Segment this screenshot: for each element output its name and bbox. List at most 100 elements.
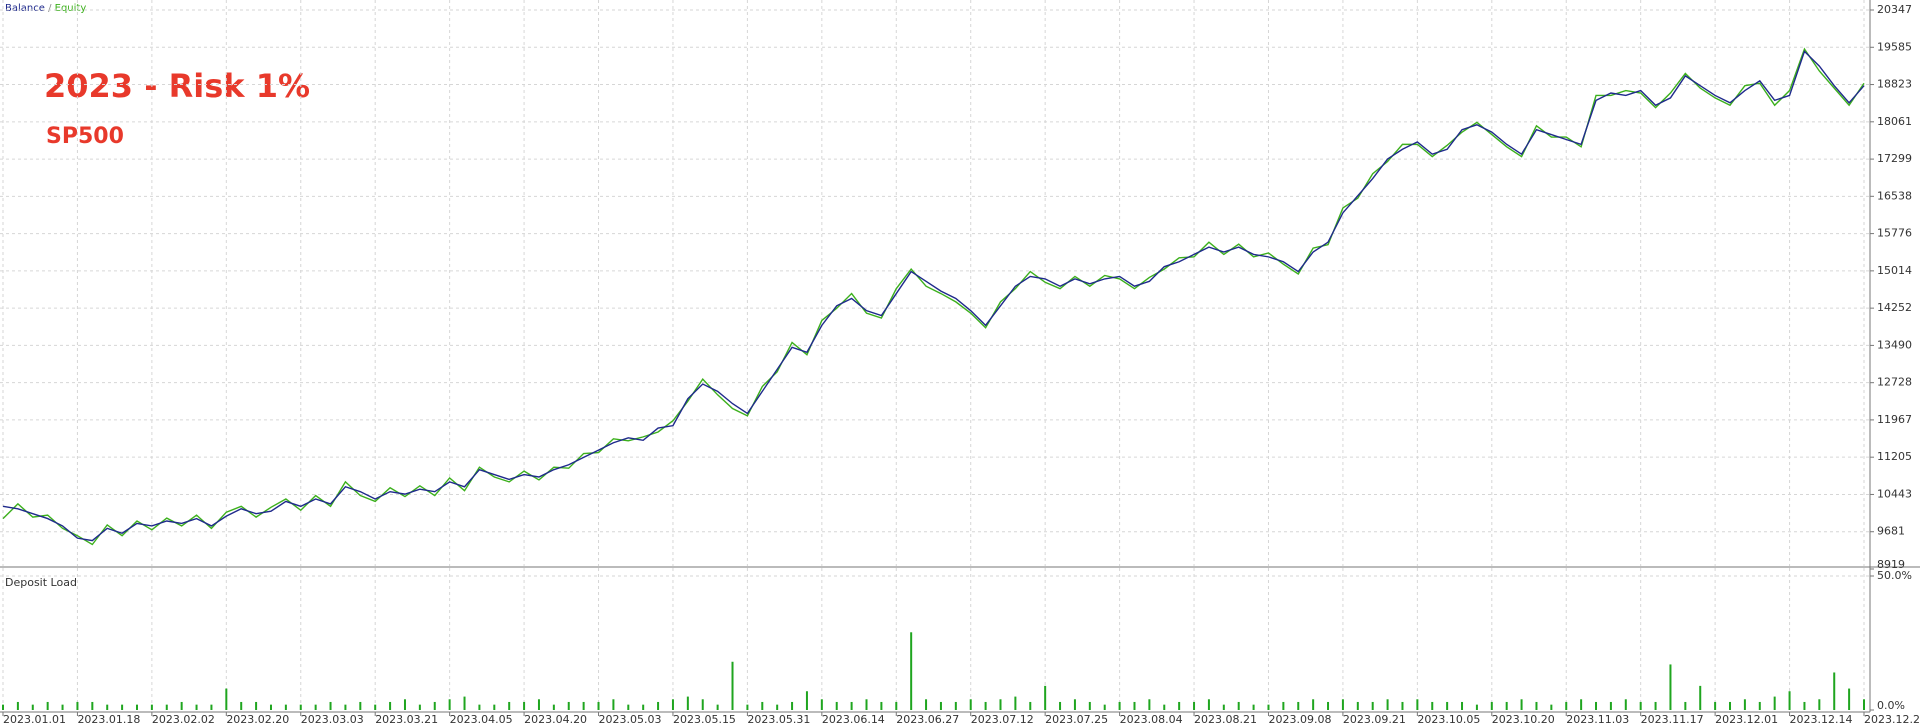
bar: [1743, 699, 1746, 710]
x-tick-label: 2023.12.29: [1864, 713, 1920, 726]
bar: [299, 704, 302, 710]
bar: [597, 701, 600, 710]
series-line: [2, 50, 1865, 542]
bar: [1669, 664, 1672, 710]
x-tick-label: 2023.04.05: [450, 713, 513, 726]
bar: [642, 704, 645, 710]
bar: [880, 701, 883, 710]
bar: [1818, 699, 1821, 710]
y-tick-label: 14252: [1877, 301, 1912, 314]
bar: [106, 704, 109, 710]
y-tick-label: 18823: [1877, 78, 1912, 91]
y-tick-label: 17299: [1877, 152, 1912, 165]
bar: [1550, 704, 1553, 710]
chart-title: 2023 - Risk 1%: [44, 67, 310, 105]
bar: [359, 701, 362, 710]
x-tick-label: 2023.04.20: [524, 713, 587, 726]
x-tick-label: 2023.11.03: [1566, 713, 1629, 726]
y-tick-label: 15014: [1877, 264, 1912, 277]
bar: [329, 701, 332, 710]
bar: [1609, 701, 1612, 710]
bar: [537, 699, 540, 710]
bar: [835, 701, 838, 710]
bar: [895, 701, 898, 710]
bar: [225, 688, 228, 710]
bar: [284, 704, 287, 710]
y-tick-label: 19585: [1877, 40, 1912, 53]
bar: [761, 701, 764, 710]
bar: [1446, 701, 1449, 710]
y-tick-label: 11205: [1877, 450, 1912, 463]
y-tick-label: 18061: [1877, 115, 1912, 128]
bar: [1863, 699, 1865, 710]
x-tick-label: 2023.07.25: [1045, 713, 1108, 726]
bar: [493, 704, 496, 710]
bar: [1490, 701, 1493, 710]
bar: [1222, 704, 1225, 710]
bar: [91, 701, 94, 710]
bar: [1773, 696, 1776, 710]
bar: [1595, 701, 1598, 710]
bar: [716, 704, 719, 710]
x-tick-label: 2023.12.14: [1790, 713, 1853, 726]
y-tick-label: 0.0%: [1877, 699, 1905, 712]
bar: [433, 701, 436, 710]
bar: [1565, 701, 1568, 710]
bar: [582, 701, 585, 710]
y-tick-label: 8919: [1877, 558, 1905, 571]
bar: [1029, 701, 1032, 710]
bar: [999, 699, 1002, 710]
bar: [1103, 704, 1106, 710]
bar: [255, 701, 258, 710]
panel-title: Deposit Load: [5, 576, 77, 589]
bar: [1312, 699, 1315, 710]
bar: [671, 699, 674, 710]
bar: [939, 701, 942, 710]
bar: [1624, 699, 1627, 710]
x-tick-label: 2023.08.04: [1120, 713, 1183, 726]
bar: [1729, 701, 1732, 710]
bar: [1431, 701, 1434, 710]
bar: [1133, 701, 1136, 710]
bar: [1803, 701, 1806, 710]
bar: [478, 704, 481, 710]
x-tick-label: 2023.05.15: [673, 713, 736, 726]
bar: [344, 704, 347, 710]
bar: [1386, 699, 1389, 710]
bar: [1461, 701, 1464, 710]
y-tick-label: 13490: [1877, 338, 1912, 351]
bar: [180, 701, 183, 710]
bar: [1267, 704, 1270, 710]
x-tick-label: 2023.06.14: [822, 713, 885, 726]
bar: [165, 704, 168, 710]
bar: [1520, 699, 1523, 710]
bar: [448, 699, 451, 710]
legend-entry: Equity: [55, 3, 87, 14]
bar: [1699, 685, 1702, 710]
bar: [1371, 701, 1374, 710]
x-tick-label: 2023.02.02: [152, 713, 215, 726]
bar: [1639, 701, 1642, 710]
bar: [1758, 701, 1761, 710]
bar: [1580, 699, 1583, 710]
bar: [523, 701, 526, 710]
bar: [1282, 701, 1285, 710]
legend: Balance / Equity: [5, 3, 86, 14]
bar: [969, 699, 972, 710]
bar: [776, 704, 779, 710]
y-tick-label: 10443: [1877, 487, 1912, 500]
x-tick-label: 2023.02.20: [226, 713, 289, 726]
bar: [121, 704, 124, 710]
bar: [805, 691, 808, 710]
bar: [1416, 699, 1419, 710]
bar: [1178, 701, 1181, 710]
x-tick-label: 2023.05.03: [599, 713, 662, 726]
x-tick-label: 2023.07.12: [971, 713, 1034, 726]
legend-entry: Balance: [5, 3, 45, 14]
bar: [2, 704, 4, 710]
bar: [1788, 691, 1791, 710]
series-line: [2, 47, 1865, 546]
